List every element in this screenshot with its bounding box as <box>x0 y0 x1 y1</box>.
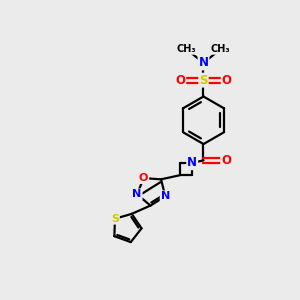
Text: N: N <box>132 189 142 199</box>
Text: O: O <box>222 74 232 87</box>
Text: N: N <box>160 191 170 201</box>
Text: N: N <box>187 156 197 169</box>
Text: CH₃: CH₃ <box>177 44 196 54</box>
Text: O: O <box>139 173 148 183</box>
Text: N: N <box>199 56 208 69</box>
Text: O: O <box>175 74 185 87</box>
Text: S: S <box>199 74 208 87</box>
Text: CH₃: CH₃ <box>211 44 230 54</box>
Text: O: O <box>221 154 231 167</box>
Text: S: S <box>111 214 119 224</box>
